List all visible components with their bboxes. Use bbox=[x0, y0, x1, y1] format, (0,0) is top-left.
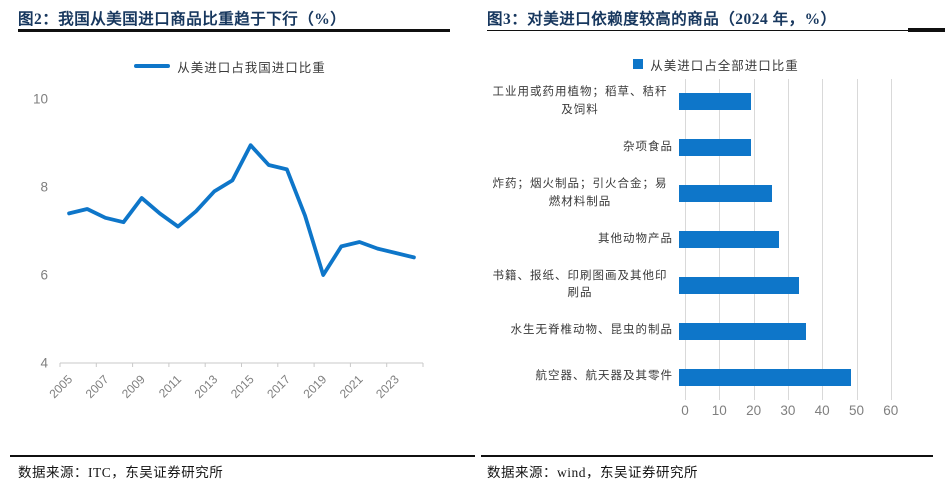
bar-row: 书籍、报纸、印刷图画及其他印刷品 bbox=[487, 262, 945, 308]
x-axis-label: 2011 bbox=[156, 372, 184, 400]
figure-2-footer-rule bbox=[10, 455, 475, 457]
bar bbox=[679, 368, 851, 386]
bar-category-label-text: 其他动物产品 bbox=[598, 232, 673, 245]
bar bbox=[679, 185, 772, 203]
figure-2-title: 图2：我国从美国进口商品比重趋于下行（%） bbox=[18, 11, 347, 28]
y-axis-label: 6 bbox=[40, 268, 48, 283]
bar-gridline bbox=[890, 79, 892, 400]
figure-2-title-rule bbox=[18, 29, 450, 32]
bar-category-label: 杂项食品 bbox=[487, 139, 679, 157]
bar-category-label-text: 炸药；烟火制品；引火合金；易燃材料制品 bbox=[492, 177, 668, 208]
bar-chart-x-axis: 0 10 20 30 40 50 60 bbox=[487, 403, 945, 419]
x-axis-label: 2023 bbox=[373, 372, 402, 401]
bar-category-label-text: 工业用或药用植物；稻草、秸秆及饲料 bbox=[492, 86, 668, 116]
x-axis-label: 2019 bbox=[301, 372, 330, 401]
bar-category-label-text: 书籍、报纸、印刷图画及其他印刷品 bbox=[492, 269, 668, 300]
bar-gridline bbox=[856, 79, 858, 400]
bar-x-axis-label: 0 bbox=[681, 403, 689, 418]
bar-category-label: 其他动物产品 bbox=[487, 231, 679, 249]
bar-row: 航空器、航天器及其零件 bbox=[487, 354, 945, 400]
bar-x-axis-label: 20 bbox=[746, 403, 762, 418]
bar-category-label-text: 水生无脊椎动物、昆虫的制品 bbox=[510, 324, 673, 337]
line-series-swatch-icon bbox=[134, 64, 171, 68]
bar-x-axis-label: 10 bbox=[711, 403, 727, 418]
figure-3-title-rule-end-cap bbox=[908, 28, 945, 32]
bar bbox=[679, 322, 806, 340]
bar bbox=[679, 93, 751, 111]
bar-gridline bbox=[822, 79, 824, 400]
figure-2-legend: 从美进口占我国进口比重 bbox=[0, 58, 460, 75]
bar-x-axis-label: 50 bbox=[848, 403, 865, 418]
bar-category-label: 炸药；烟火制品；引火合金；易燃材料制品 bbox=[487, 176, 679, 212]
bar-row: 杂项食品 bbox=[487, 125, 945, 171]
bar-x-axis-label: 30 bbox=[780, 403, 796, 418]
figure-2-legend-label: 从美进口占我国进口比重 bbox=[177, 60, 326, 75]
bar-series-swatch-icon bbox=[633, 59, 644, 69]
y-axis-label: 10 bbox=[33, 92, 48, 107]
bar-row: 工业用或药用植物；稻草、秸秆及饲料 bbox=[487, 79, 945, 125]
bar bbox=[679, 139, 751, 157]
y-axis-label: 4 bbox=[40, 356, 48, 371]
figure-2-source: 数据来源：ITC，东吴证券研究所 bbox=[18, 465, 224, 480]
bar-x-axis-label: 60 bbox=[883, 403, 899, 418]
figure-3-source: 数据来源：wind，东吴证券研究所 bbox=[487, 465, 698, 480]
figure-3-legend: 从美进口占全部进口比重 bbox=[487, 56, 945, 73]
x-axis-label: 2013 bbox=[192, 372, 221, 401]
bar-chart-plot: 工业用或药用植物；稻草、秸秆及饲料杂项食品炸药；烟火制品；引火合金；易燃材料制品… bbox=[487, 79, 945, 400]
bar bbox=[679, 276, 800, 294]
bar bbox=[679, 230, 779, 248]
figure-3-title-rule bbox=[487, 30, 945, 31]
bar-row: 炸药；烟火制品；引火合金；易燃材料制品 bbox=[487, 171, 945, 217]
x-axis-label: 2007 bbox=[83, 372, 112, 401]
bar-gridline bbox=[787, 79, 789, 400]
bar-category-label: 工业用或药用植物；稻草、秸秆及饲料 bbox=[487, 84, 679, 120]
line-series bbox=[67, 143, 416, 277]
x-axis-label: 2017 bbox=[264, 372, 293, 401]
x-axis-label: 2021 bbox=[337, 372, 366, 401]
y-axis-label: 8 bbox=[40, 180, 48, 195]
bar-category-label: 水生无脊椎动物、昆虫的制品 bbox=[487, 322, 679, 340]
x-axis-label: 2005 bbox=[46, 372, 75, 401]
bar-row: 其他动物产品 bbox=[487, 217, 945, 263]
bar-category-label-text: 航空器、航天器及其零件 bbox=[535, 370, 673, 383]
bar-category-label: 航空器、航天器及其零件 bbox=[487, 368, 679, 386]
bar-x-axis-label: 40 bbox=[814, 403, 830, 418]
bar-category-label: 书籍、报纸、印刷图画及其他印刷品 bbox=[487, 268, 679, 304]
x-axis-label: 2015 bbox=[228, 372, 257, 401]
figure-3-title: 图3：对美进口依赖度较高的商品（2024 年，%） bbox=[487, 11, 837, 28]
x-axis-label: 2009 bbox=[119, 372, 148, 401]
figure-3-legend-label: 从美进口占全部进口比重 bbox=[650, 58, 799, 73]
bar-category-label-text: 杂项食品 bbox=[623, 140, 673, 153]
figure-3-footer-rule bbox=[481, 455, 933, 457]
bar-row: 水生无脊椎动物、昆虫的制品 bbox=[487, 308, 945, 354]
